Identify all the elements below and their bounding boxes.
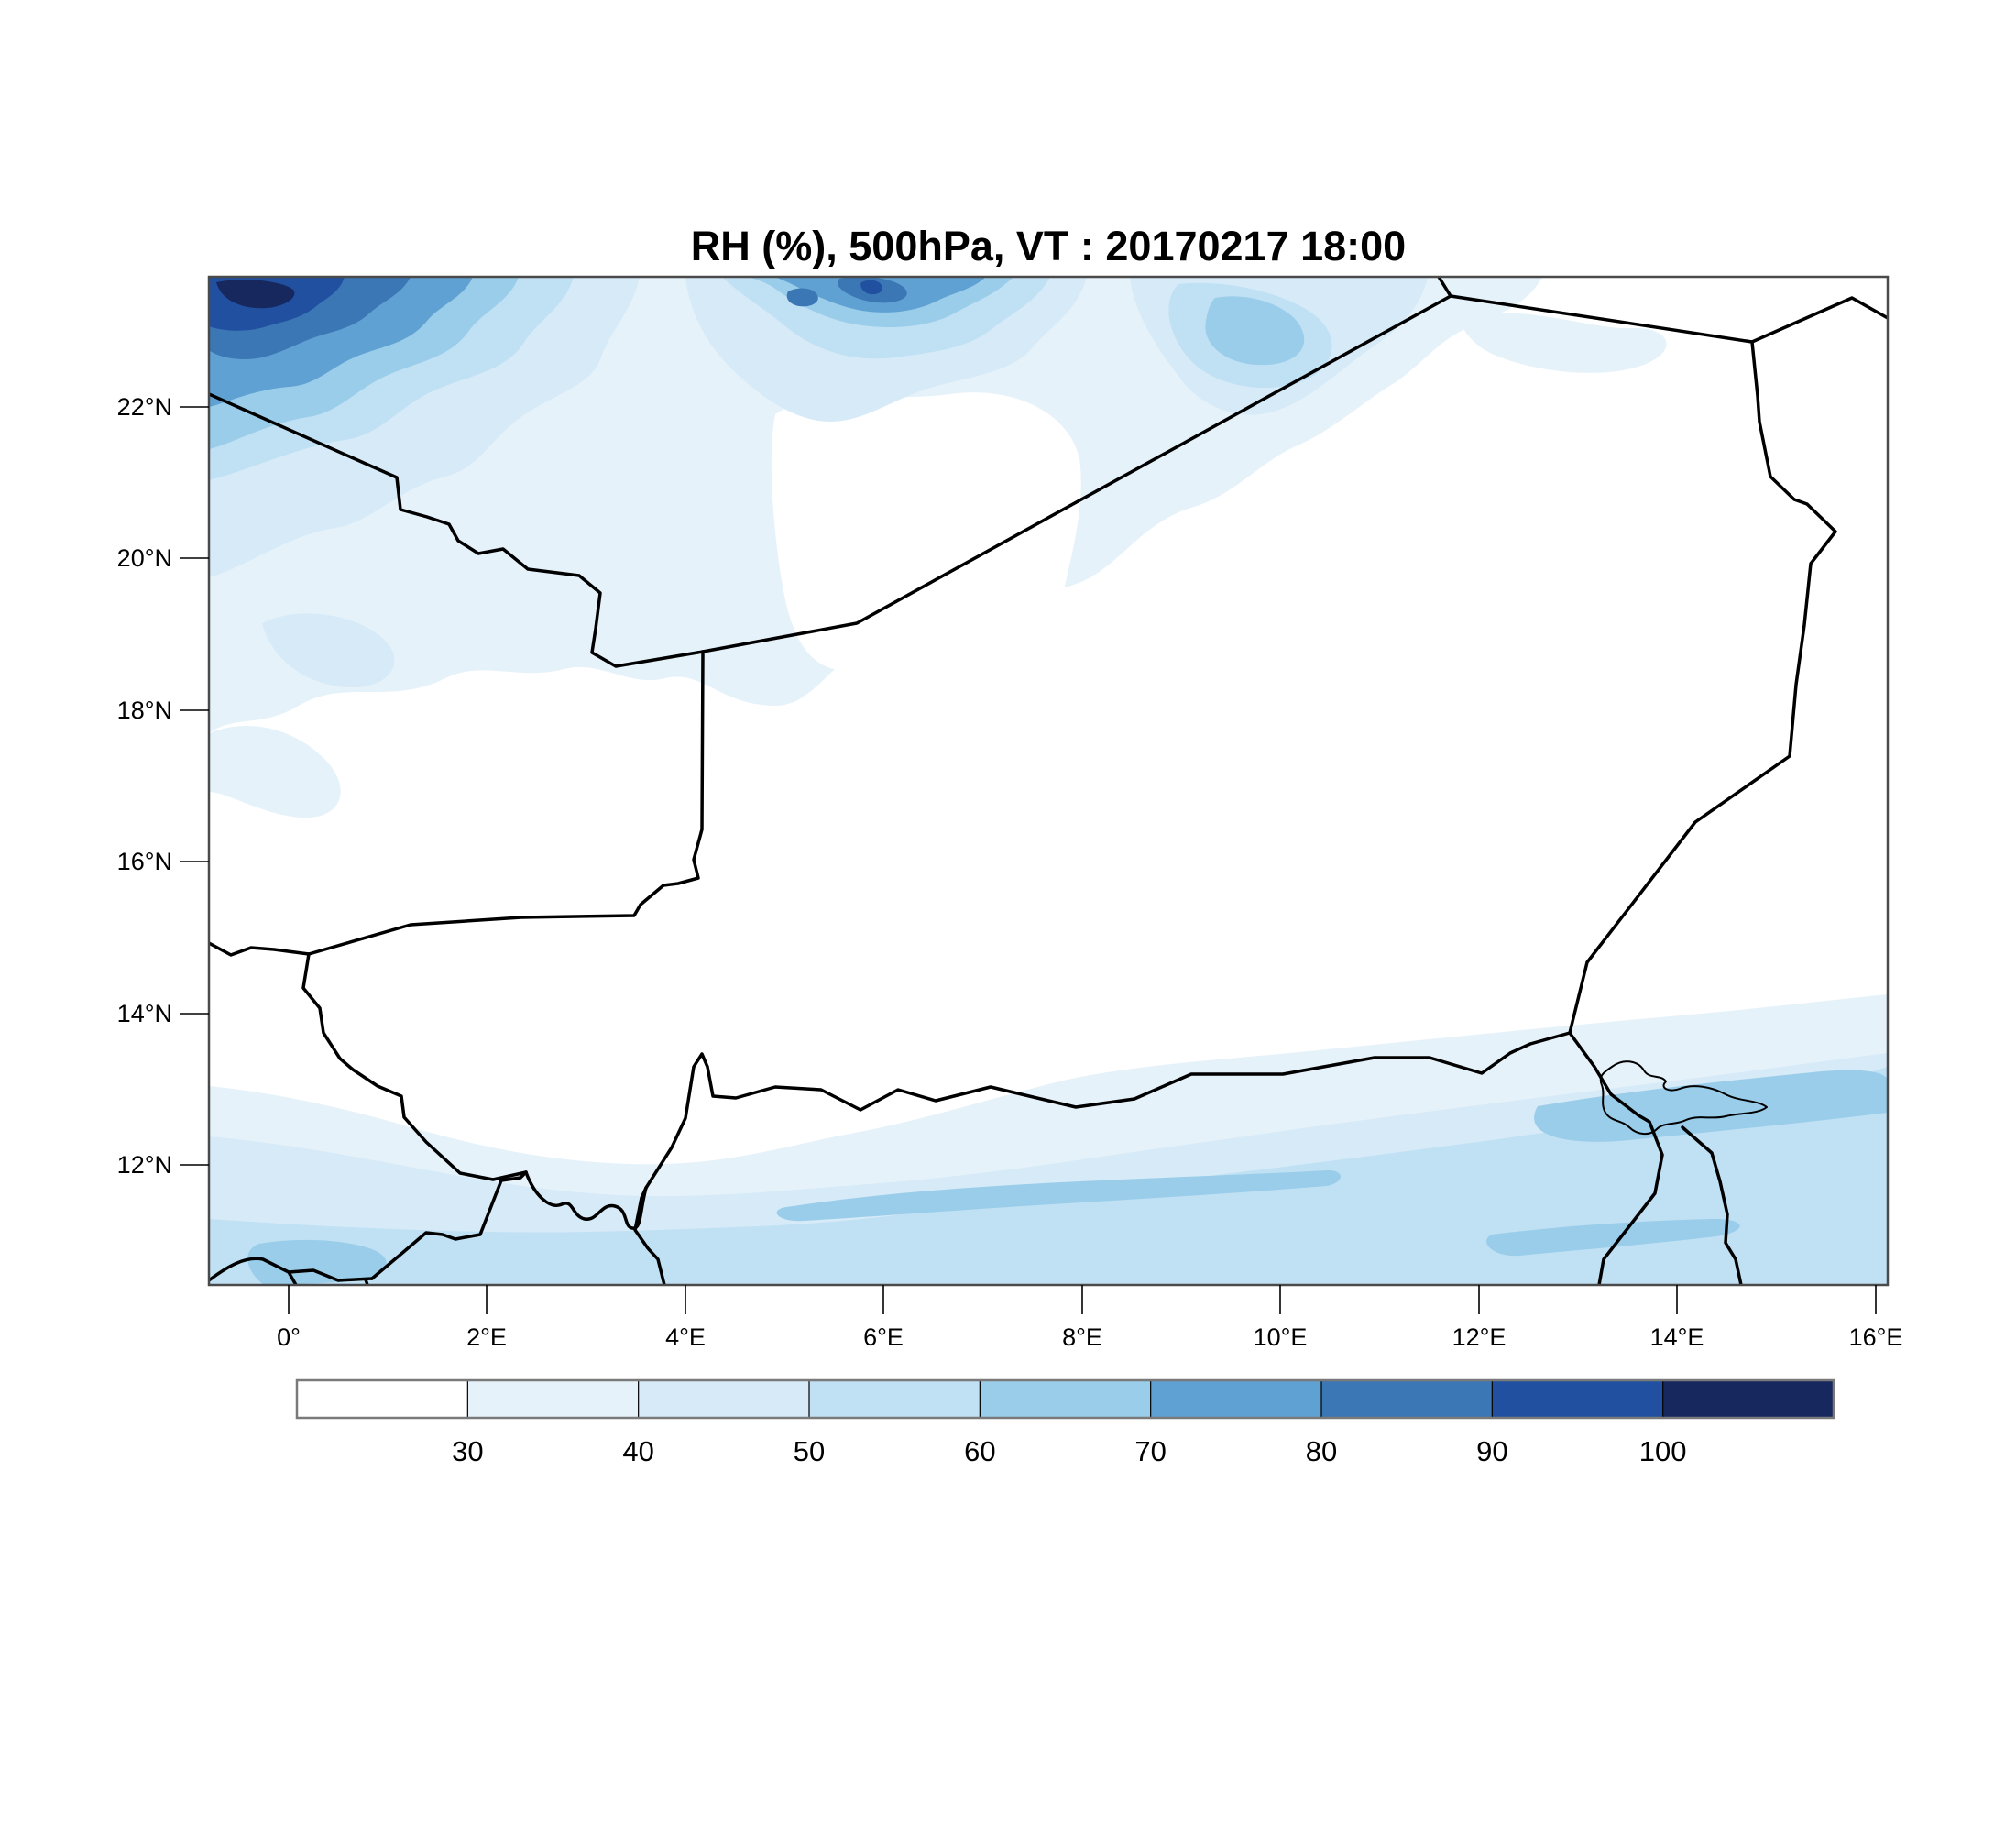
lat-tick-label: 20°N [117,544,172,572]
border-niger-chad [1568,340,1837,1035]
contour-region [1205,296,1305,366]
border-benin-nigeria [633,1186,666,1285]
lon-tick-label: 12°E [1452,1323,1507,1351]
contour-region [247,1239,387,1285]
border-burkina-benin [370,1170,528,1280]
colorbar-frame [295,1378,1835,1420]
colorbar-label: 60 [964,1435,995,1467]
contour-region [1462,312,1667,373]
contour-region [262,613,395,687]
border-algeria-niger [701,294,1452,653]
latitude-axis: 22°N 20°N 18°N 16°N 14°N 12°N [117,393,209,1179]
border-nigeria-cameroon [1681,1125,1743,1285]
lat-tick-label: 12°N [117,1151,172,1179]
lon-tick-label: 10°E [1254,1323,1308,1351]
country-borders [209,277,1888,1285]
colorbar-label: 40 [622,1435,653,1467]
contour-region [209,277,883,331]
map-frame [207,275,1890,1287]
colorbar-label: 50 [794,1435,825,1467]
colorbar-label: 30 [452,1435,483,1467]
colorbar-segment [467,1380,640,1418]
colorbar-segment [638,1380,810,1418]
colorbar-segment [809,1380,981,1418]
border-niger-nigeria [644,1031,1572,1190]
colorbar-label: 100 [1639,1435,1687,1467]
colorbar-label: 70 [1134,1435,1166,1467]
contour-region [771,392,1081,706]
border-algeria-mali [209,392,705,668]
border-mali-niger [307,650,705,956]
lat-tick-label: 14°N [117,1000,172,1027]
contour-region [1486,1218,1740,1257]
border-algeria-libya [1437,277,1452,298]
longitude-axis: 0° 2°E 4°E 6°E 8°E 10°E 12°E 14°E 16°E [277,1285,1902,1351]
lat-tick-label: 16°N [117,848,172,875]
colorbar-segment [1321,1380,1493,1418]
contour-region [776,1169,1341,1222]
colorbar-label: 80 [1306,1435,1337,1467]
lat-tick-label: 22°N [117,393,172,421]
contour-region [209,725,341,818]
border-lake-chad [1599,1060,1768,1135]
lon-tick-label: 14°E [1650,1323,1704,1351]
colorbar-segment [980,1380,1152,1418]
plot-title: RH (%), 500hPa, VT : 20170217 18:00 [691,223,1406,269]
border-libya-niger [1449,294,1754,344]
colorbar-segment [1150,1380,1322,1418]
border-niger-benin [524,1170,648,1230]
lon-tick-label: 6°E [863,1323,904,1351]
colorbar-segment [1492,1380,1664,1418]
colorbar-segment [1662,1380,1835,1418]
lon-tick-label: 8°E [1062,1323,1102,1351]
colorbar-label: 90 [1476,1435,1507,1467]
contour-region [216,280,295,309]
border-mali-burkina [209,941,311,957]
border-libya-chad [1750,296,1888,344]
lon-tick-label: 2°E [466,1323,507,1351]
colorbar: 30 40 50 60 70 80 90 100 [295,1378,1835,1467]
border-burkina-niger [301,952,528,1181]
colorbar-segment [297,1380,468,1418]
border-chad-cameroon [1568,1031,1664,1285]
lon-tick-label: 0° [277,1323,301,1351]
lat-tick-label: 18°N [117,697,172,724]
contour-fills [209,277,1888,1285]
lon-tick-label: 4°E [665,1323,706,1351]
lon-tick-label: 16°E [1849,1323,1903,1351]
contour-region [209,1067,1888,1285]
